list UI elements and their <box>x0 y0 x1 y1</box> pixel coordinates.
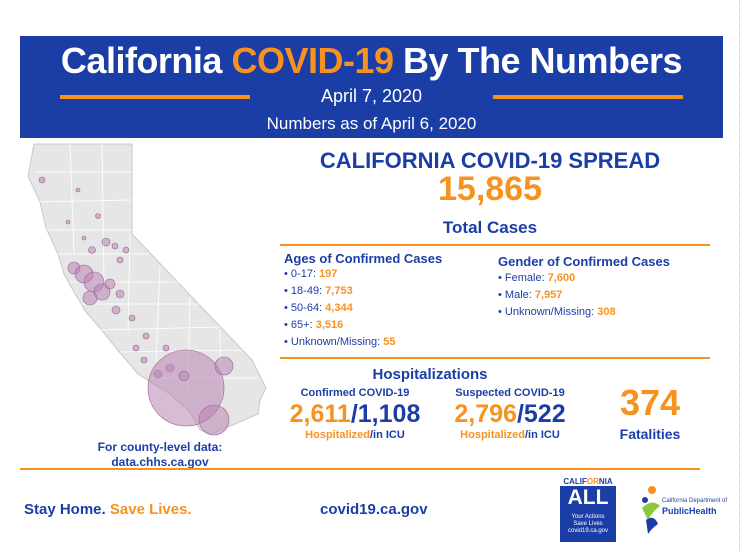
gender-item-value: 7,957 <box>534 289 563 301</box>
confirmed-label: Confirmed COVID-19 <box>300 387 410 399</box>
ages-title: Ages of Confirmed Cases <box>284 251 443 266</box>
bullet-icon: • <box>284 319 291 331</box>
confirmed-hospitalizations: Confirmed COVID-19 2,611/1,108 Hospitali… <box>280 387 430 441</box>
total-cases-label: Total Cases <box>442 218 538 237</box>
ages-item: • 0-17: 197 <box>284 266 396 283</box>
ages-item: • Unknown/Missing: 55 <box>284 334 396 351</box>
fatalities-label: Fatalities <box>619 426 681 442</box>
page-title: California COVID-19 By The Numbers <box>60 40 683 81</box>
gender-item-value: 308 <box>597 306 616 318</box>
fatalities-value: 374 <box>619 382 681 423</box>
section-divider-top <box>280 244 710 246</box>
ages-item-label: 65+: <box>290 319 316 331</box>
slogan: Stay Home. Save Lives. <box>24 501 192 518</box>
ages-list: • 0-17: 197 • 18-49: 7,753 • 50-64: 4,344 •… <box>284 266 396 351</box>
ages-item-value: 4,344 <box>325 302 353 314</box>
bullet-icon: • <box>498 289 505 301</box>
section-divider-middle <box>280 357 710 359</box>
bullet-icon: • <box>284 336 291 348</box>
gender-list: • Female: 7,600 • Male: 7,957 • Unknown/Mi… <box>498 270 616 321</box>
ages-item-value: 197 <box>319 268 338 280</box>
gender-item-label: Female: <box>504 272 548 284</box>
suspected-sub: Hospitalized/in ICU <box>460 429 560 441</box>
suspected-label: Suspected COVID-19 <box>455 387 565 399</box>
frame-edge <box>739 0 740 551</box>
ages-item-value: 55 <box>383 336 396 348</box>
bullet-icon: • <box>284 268 291 280</box>
gender-item: • Female: 7,600 <box>498 270 616 287</box>
ages-item-label: Unknown/Missing: <box>290 336 384 348</box>
numbers-as-of: Numbers as of April 6, 2020 <box>266 114 477 133</box>
ages-item: • 50-64: 4,344 <box>284 300 396 317</box>
california-county-map <box>27 143 267 436</box>
public-health-logo: California Department of PublicHealth <box>640 484 727 538</box>
bullet-icon: • <box>284 285 291 297</box>
bullet-icon: • <box>498 272 505 284</box>
confirmed-sub: Hospitalized/in ICU <box>305 429 405 441</box>
gender-title: Gender of Confirmed Cases <box>498 254 670 269</box>
header-divider-right <box>493 95 683 99</box>
gender-item: • Male: 7,957 <box>498 287 616 304</box>
bullet-icon: • <box>498 306 505 318</box>
california-outline <box>27 143 267 435</box>
ages-item-label: 0-17: <box>290 268 320 280</box>
confirmed-values: 2,611/1,108 <box>289 400 421 428</box>
bullet-icon: • <box>284 302 291 314</box>
public-health-figure-icon <box>642 486 660 534</box>
spread-title: CALIFORNIA COVID-19 SPREAD <box>319 148 661 173</box>
ages-item-value: 7,753 <box>325 285 353 297</box>
header-divider-left <box>60 95 250 99</box>
report-date: April 7, 2020 <box>320 86 423 106</box>
ages-item-label: 18-49: <box>290 285 326 297</box>
total-cases-value: 15,865 <box>438 170 542 208</box>
gender-item-label: Male: <box>504 289 535 301</box>
website-link[interactable]: covid19.ca.gov <box>320 501 428 518</box>
ages-item-value: 3,516 <box>315 319 344 331</box>
gender-item-value: 7,600 <box>547 272 576 284</box>
header-banner: California COVID-19 By The Numbers April… <box>20 36 723 138</box>
suspected-hospitalizations: Suspected COVID-19 2,796/522 Hospitalize… <box>440 387 580 441</box>
county-borders <box>34 143 260 423</box>
gender-item: • Unknown/Missing: 308 <box>498 304 616 321</box>
ages-item: • 18-49: 7,753 <box>284 283 396 300</box>
ages-item: • 65+: 3,516 <box>284 317 396 334</box>
suspected-values: 2,796/522 <box>454 400 566 428</box>
gender-item-label: Unknown/Missing: <box>504 306 598 318</box>
data-link[interactable]: data.chhs.ca.gov <box>111 455 209 469</box>
california-all-logo: CALIFORNIA ALL Your Actions Save Lives c… <box>560 477 616 542</box>
ages-item-label: 50-64: <box>290 302 326 314</box>
map-caption: For county-level data: data.chhs.ca.gov <box>60 440 260 470</box>
hospitalizations-title: Hospitalizations <box>372 366 488 383</box>
case-bubbles <box>38 176 234 436</box>
footer-divider <box>20 468 700 470</box>
